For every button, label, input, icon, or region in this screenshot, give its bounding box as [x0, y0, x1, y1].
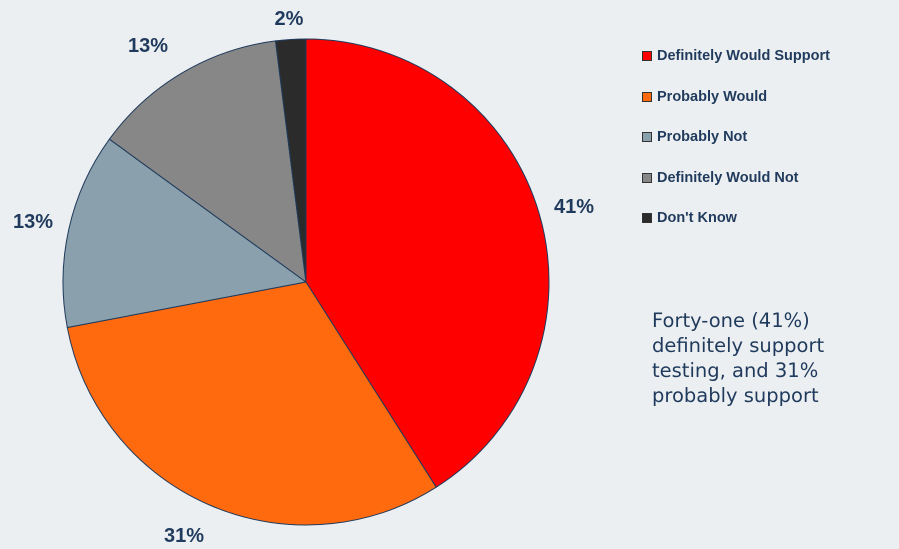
- slice-label-definitely-would-not: 13%: [127, 35, 169, 57]
- slice-probably-would: [66, 281, 437, 526]
- slice-definitely-would-support: [305, 38, 550, 488]
- legend-label: Probably Not: [657, 129, 748, 145]
- legend-swatch: [642, 51, 652, 61]
- legend-swatch: [642, 172, 652, 183]
- slice-label-probably-not: 13%: [12, 211, 54, 233]
- slice-label-probably-would: 31%: [163, 525, 205, 547]
- slice-label-dont-know: 2%: [274, 8, 304, 30]
- chart-legend: Definitely Would Support Probably Would …: [642, 46, 830, 249]
- legend-item-dont-know: Don't Know: [642, 208, 830, 228]
- legend-item-probably-would: Probably Would: [642, 87, 830, 107]
- legend-item-probably-not: Probably Not: [642, 127, 830, 147]
- legend-label: Definitely Would Support: [657, 48, 830, 64]
- legend-item-definitely-would-not: Definitely Would Not: [642, 168, 830, 188]
- pie-slices: [62, 38, 550, 526]
- legend-item-definitely-would-support: Definitely Would Support: [642, 46, 830, 66]
- legend-swatch: [642, 132, 652, 142]
- legend-label: Definitely Would Not: [657, 169, 799, 186]
- legend-label: Probably Would: [657, 88, 768, 105]
- caption-text: Forty-one (41%) definitely support testi…: [652, 309, 825, 407]
- slice-probably-not: [62, 138, 307, 329]
- slice-dont-know: [275, 38, 307, 283]
- slice-label-definitely-would-support: 41%: [553, 196, 595, 218]
- legend-swatch: [642, 213, 652, 223]
- slice-definitely-would-not: [108, 40, 307, 283]
- legend-label: Don't Know: [657, 210, 737, 226]
- legend-swatch: [642, 91, 652, 102]
